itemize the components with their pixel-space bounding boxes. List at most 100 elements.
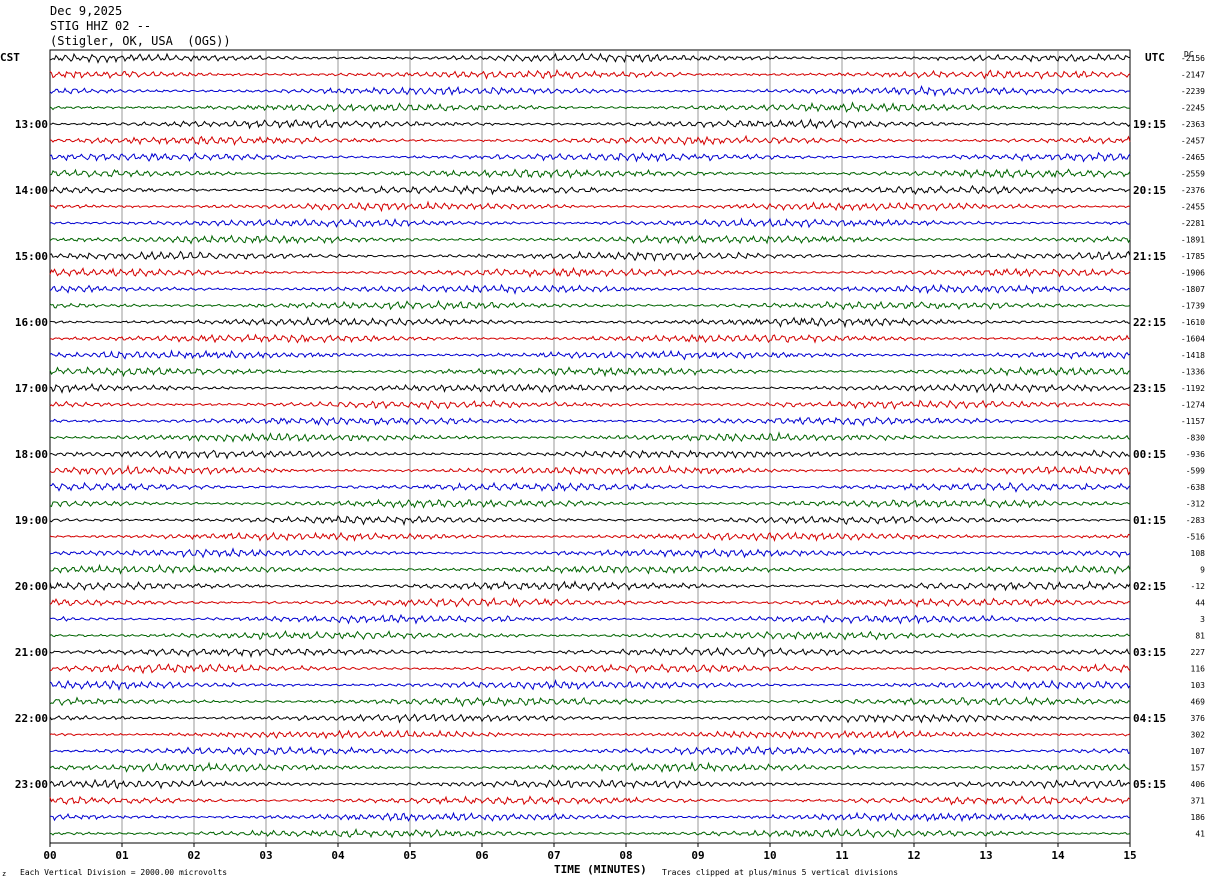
dc-offset-label: 108 [1191, 549, 1206, 558]
footer-clip-note: Traces clipped at plus/minus 5 vertical … [662, 868, 899, 877]
dc-column-header: DC [1184, 50, 1194, 59]
trace-row-18 [49, 349, 1131, 361]
left-time-label: 20:00 [15, 580, 48, 593]
dc-offset-label: -1785 [1181, 252, 1205, 261]
trace-row-15 [49, 299, 1131, 311]
x-tick-label: 04 [331, 849, 345, 862]
dc-offset-label: -312 [1186, 500, 1205, 509]
dc-offset-label: -1891 [1181, 236, 1205, 245]
dc-offset-label: -2239 [1181, 87, 1205, 96]
right-time-label: 00:15 [1133, 448, 1166, 461]
x-tick-label: 10 [763, 849, 776, 862]
dc-offset-label: -2559 [1181, 170, 1205, 179]
plot-frame [49, 49, 1131, 844]
trace-row-38 [49, 678, 1131, 692]
dc-offset-label: 9 [1200, 566, 1205, 575]
x-axis-label: TIME (MINUTES) [554, 863, 647, 876]
trace-row-34 [49, 613, 1131, 625]
dc-offset-label: -2363 [1181, 120, 1205, 129]
dc-offset-label: -2465 [1181, 153, 1205, 162]
dc-offset-label: -1807 [1181, 285, 1205, 294]
dc-offset-label: -1274 [1181, 401, 1205, 410]
dc-offset-label: -1906 [1181, 269, 1205, 278]
trace-row-17 [49, 333, 1131, 344]
dc-offset-label: -830 [1186, 434, 1205, 443]
x-tick-label: 00 [43, 849, 56, 862]
dc-offset-label: 376 [1191, 714, 1206, 723]
right-time-label: 04:15 [1133, 712, 1166, 725]
trace-row-43 [49, 761, 1131, 773]
x-tick-label: 02 [187, 849, 200, 862]
trace-row-41 [49, 729, 1131, 740]
dc-offset-label: -2376 [1181, 186, 1205, 195]
trace-row-7 [49, 168, 1131, 180]
trace-row-0 [49, 52, 1131, 64]
left-time-label: 16:00 [15, 316, 48, 329]
trace-row-14 [49, 283, 1131, 295]
dc-offset-label: 469 [1191, 698, 1206, 707]
trace-row-44 [49, 778, 1131, 790]
header-station: STIG HHZ 02 -- [50, 19, 152, 33]
x-tick-label: 07 [547, 849, 560, 862]
x-tick-label: 11 [835, 849, 849, 862]
trace-row-11 [49, 234, 1131, 245]
plot-grid [49, 49, 1131, 847]
dc-offset-label: 116 [1191, 665, 1206, 674]
trace-row-23 [49, 431, 1131, 443]
x-tick-label: 09 [691, 849, 704, 862]
left-time-label: 17:00 [15, 382, 48, 395]
trace-row-12 [49, 250, 1131, 262]
left-time-label: 15:00 [15, 250, 48, 263]
trace-row-31 [49, 563, 1131, 575]
x-tick-label: 03 [259, 849, 272, 862]
trace-row-36 [49, 646, 1131, 659]
right-time-label: 21:15 [1133, 250, 1166, 263]
header-location: (Stigler, OK, USA (OGS)) [50, 34, 231, 48]
trace-row-39 [49, 696, 1131, 708]
left-time-label: 21:00 [15, 646, 48, 659]
trace-row-45 [49, 795, 1131, 806]
dc-offset-label: -1604 [1181, 335, 1205, 344]
trace-row-24 [49, 449, 1131, 460]
right-time-label: 05:15 [1133, 778, 1166, 791]
dc-offset-label: 406 [1191, 780, 1206, 789]
trace-row-40 [49, 713, 1131, 724]
trace-row-13 [49, 266, 1131, 279]
x-tick-label: 15 [1123, 849, 1136, 862]
trace-row-46 [49, 811, 1131, 823]
left-time-label: 23:00 [15, 778, 48, 791]
x-tick-label: 06 [475, 849, 489, 862]
trace-row-16 [49, 316, 1131, 329]
trace-row-2 [49, 85, 1131, 98]
dc-offset-label: 103 [1191, 681, 1206, 690]
trace-row-22 [49, 416, 1131, 427]
dc-offset-label: 81 [1195, 632, 1205, 641]
timezone-left-label: CST [0, 51, 20, 64]
trace-row-30 [49, 547, 1131, 559]
dc-offset-label: -2156 [1181, 54, 1205, 63]
trace-row-25 [49, 464, 1131, 476]
trace-row-6 [49, 151, 1131, 163]
trace-row-10 [49, 217, 1131, 229]
dc-offset-label: -1418 [1181, 351, 1205, 360]
dc-offset-label: -12 [1191, 582, 1206, 591]
dc-offset-label: -2457 [1181, 137, 1205, 146]
x-tick-label: 05 [403, 849, 416, 862]
left-time-label: 18:00 [15, 448, 48, 461]
left-time-label: 19:00 [15, 514, 48, 527]
trace-row-9 [49, 200, 1131, 213]
dc-offset-label: -2245 [1181, 104, 1205, 113]
left-time-label: 22:00 [15, 712, 48, 725]
trace-group [49, 52, 1131, 839]
dc-offset-label: 41 [1195, 830, 1205, 839]
dc-offset-label: -516 [1186, 533, 1205, 542]
trace-row-42 [49, 745, 1131, 756]
x-tick-label: 12 [907, 849, 920, 862]
trace-row-3 [49, 101, 1131, 113]
dc-offset-label: 44 [1195, 599, 1205, 608]
trace-row-28 [49, 515, 1131, 526]
dc-offset-label: 371 [1191, 797, 1206, 806]
trace-row-27 [49, 498, 1131, 509]
dc-offset-label: 157 [1191, 764, 1206, 773]
